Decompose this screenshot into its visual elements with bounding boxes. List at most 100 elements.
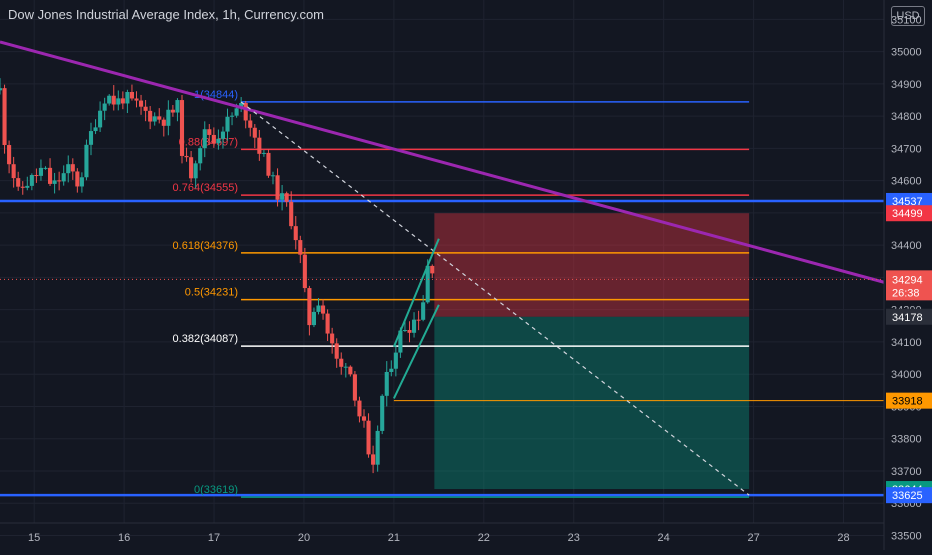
candle-up — [61, 173, 66, 182]
candle-down — [11, 164, 16, 179]
x-tick-label: 21 — [388, 532, 400, 544]
y-tick-label: 33500 — [891, 530, 922, 542]
candle-down — [139, 100, 144, 107]
rising-channel-line[interactable] — [392, 238, 440, 348]
fib-level-label: 0.764(34555) — [173, 182, 238, 194]
descending-trendline[interactable] — [0, 40, 885, 284]
stop-loss-zone[interactable] — [434, 213, 750, 317]
x-tick-label: 16 — [118, 532, 130, 544]
candle-down — [75, 171, 80, 187]
candle-down — [189, 157, 194, 179]
candle-up — [93, 127, 98, 132]
y-tick-label: 34900 — [891, 79, 922, 91]
candle-up — [311, 311, 316, 326]
candle-down — [161, 119, 166, 126]
horizontal-lines — [0, 199, 884, 497]
candle-up — [261, 152, 266, 154]
candle-up — [270, 175, 276, 177]
x-tick-label: 27 — [747, 532, 759, 544]
bar-countdown-text: 26:38 — [892, 287, 920, 299]
candle-up — [225, 116, 230, 132]
candle-down — [348, 366, 353, 375]
candle-down — [48, 167, 53, 184]
candle-up — [79, 177, 84, 187]
current-price-badge — [886, 270, 932, 301]
fib-level-label: 0.382(34087) — [173, 333, 238, 345]
candle-down — [371, 454, 376, 465]
candle-up — [98, 110, 103, 128]
candle-up — [412, 319, 417, 333]
candle-down — [416, 319, 421, 321]
candle-up — [389, 368, 394, 372]
rising-channel-line[interactable] — [392, 304, 440, 399]
price-labels: 3453734499341783391833644336253429426:38 — [886, 192, 932, 504]
candle-down — [148, 110, 153, 122]
currency-button[interactable]: USD — [891, 6, 925, 26]
fib-level-label: 0.618(34376) — [173, 240, 238, 252]
candle-down — [293, 226, 298, 241]
candle-down — [248, 120, 253, 128]
fib-level-label: 0(33619) — [194, 484, 238, 496]
y-tick-label: 35100 — [891, 14, 922, 26]
candle-down — [243, 103, 248, 121]
candle-down — [307, 288, 312, 326]
candle-up — [202, 129, 207, 149]
drawings — [0, 40, 885, 496]
price-label-channel-text: 33918 — [892, 396, 923, 408]
candle-up — [125, 91, 130, 104]
candle-down — [20, 186, 25, 188]
candle-up — [343, 366, 348, 368]
price-label-stop-text: 34499 — [892, 208, 923, 220]
candle-up — [216, 138, 221, 144]
candle-up — [198, 148, 203, 164]
candle-down — [325, 313, 330, 334]
y-tick-label: 34000 — [891, 369, 922, 381]
candle-down — [7, 145, 12, 165]
candle-up — [116, 98, 121, 105]
candle-up — [280, 193, 285, 200]
candle-down — [57, 180, 62, 182]
x-tick-label: 28 — [837, 532, 849, 544]
candle-up — [102, 103, 107, 111]
candle-up — [175, 100, 180, 113]
chart-title: Dow Jones Industrial Average Index, 1h, … — [8, 7, 325, 22]
price-label-entry-text: 34178 — [892, 312, 923, 324]
candle-down — [170, 109, 175, 113]
x-tick-label: 17 — [208, 532, 220, 544]
candle-down — [330, 333, 335, 344]
plot-background — [0, 0, 884, 550]
y-tick-label: 33800 — [891, 434, 922, 446]
take-profit-zone[interactable] — [434, 316, 750, 490]
candle-up — [84, 144, 89, 178]
candle-down — [302, 254, 307, 289]
y-tick-label: 35000 — [891, 47, 922, 59]
candle-up — [234, 108, 239, 116]
fib-level-label: 0.88(34697) — [179, 136, 238, 148]
candle-down — [339, 358, 344, 367]
price-label-bottom-line-text: 33625 — [892, 490, 923, 502]
candle-down — [179, 100, 185, 156]
candle-down — [70, 164, 75, 172]
candle-down — [275, 175, 280, 200]
y-tick-label: 33700 — [891, 466, 922, 478]
candle-up — [316, 305, 321, 312]
candle-up — [230, 115, 235, 117]
candle-down — [129, 91, 134, 99]
price-label-top-line-text: 34537 — [892, 196, 923, 208]
candle-up — [421, 302, 426, 320]
candle-down — [352, 374, 357, 401]
candle-down — [284, 193, 289, 202]
x-tick-label: 15 — [28, 532, 40, 544]
y-tick-label: 34800 — [891, 111, 922, 123]
price-label-channel-badge — [886, 392, 932, 409]
candle-up — [0, 88, 3, 91]
candle-up — [375, 430, 380, 465]
y-tick-label: 34400 — [891, 240, 922, 252]
dashed-projection-line[interactable] — [240, 101, 750, 496]
candle-down — [407, 329, 412, 333]
candle-up — [220, 131, 225, 139]
